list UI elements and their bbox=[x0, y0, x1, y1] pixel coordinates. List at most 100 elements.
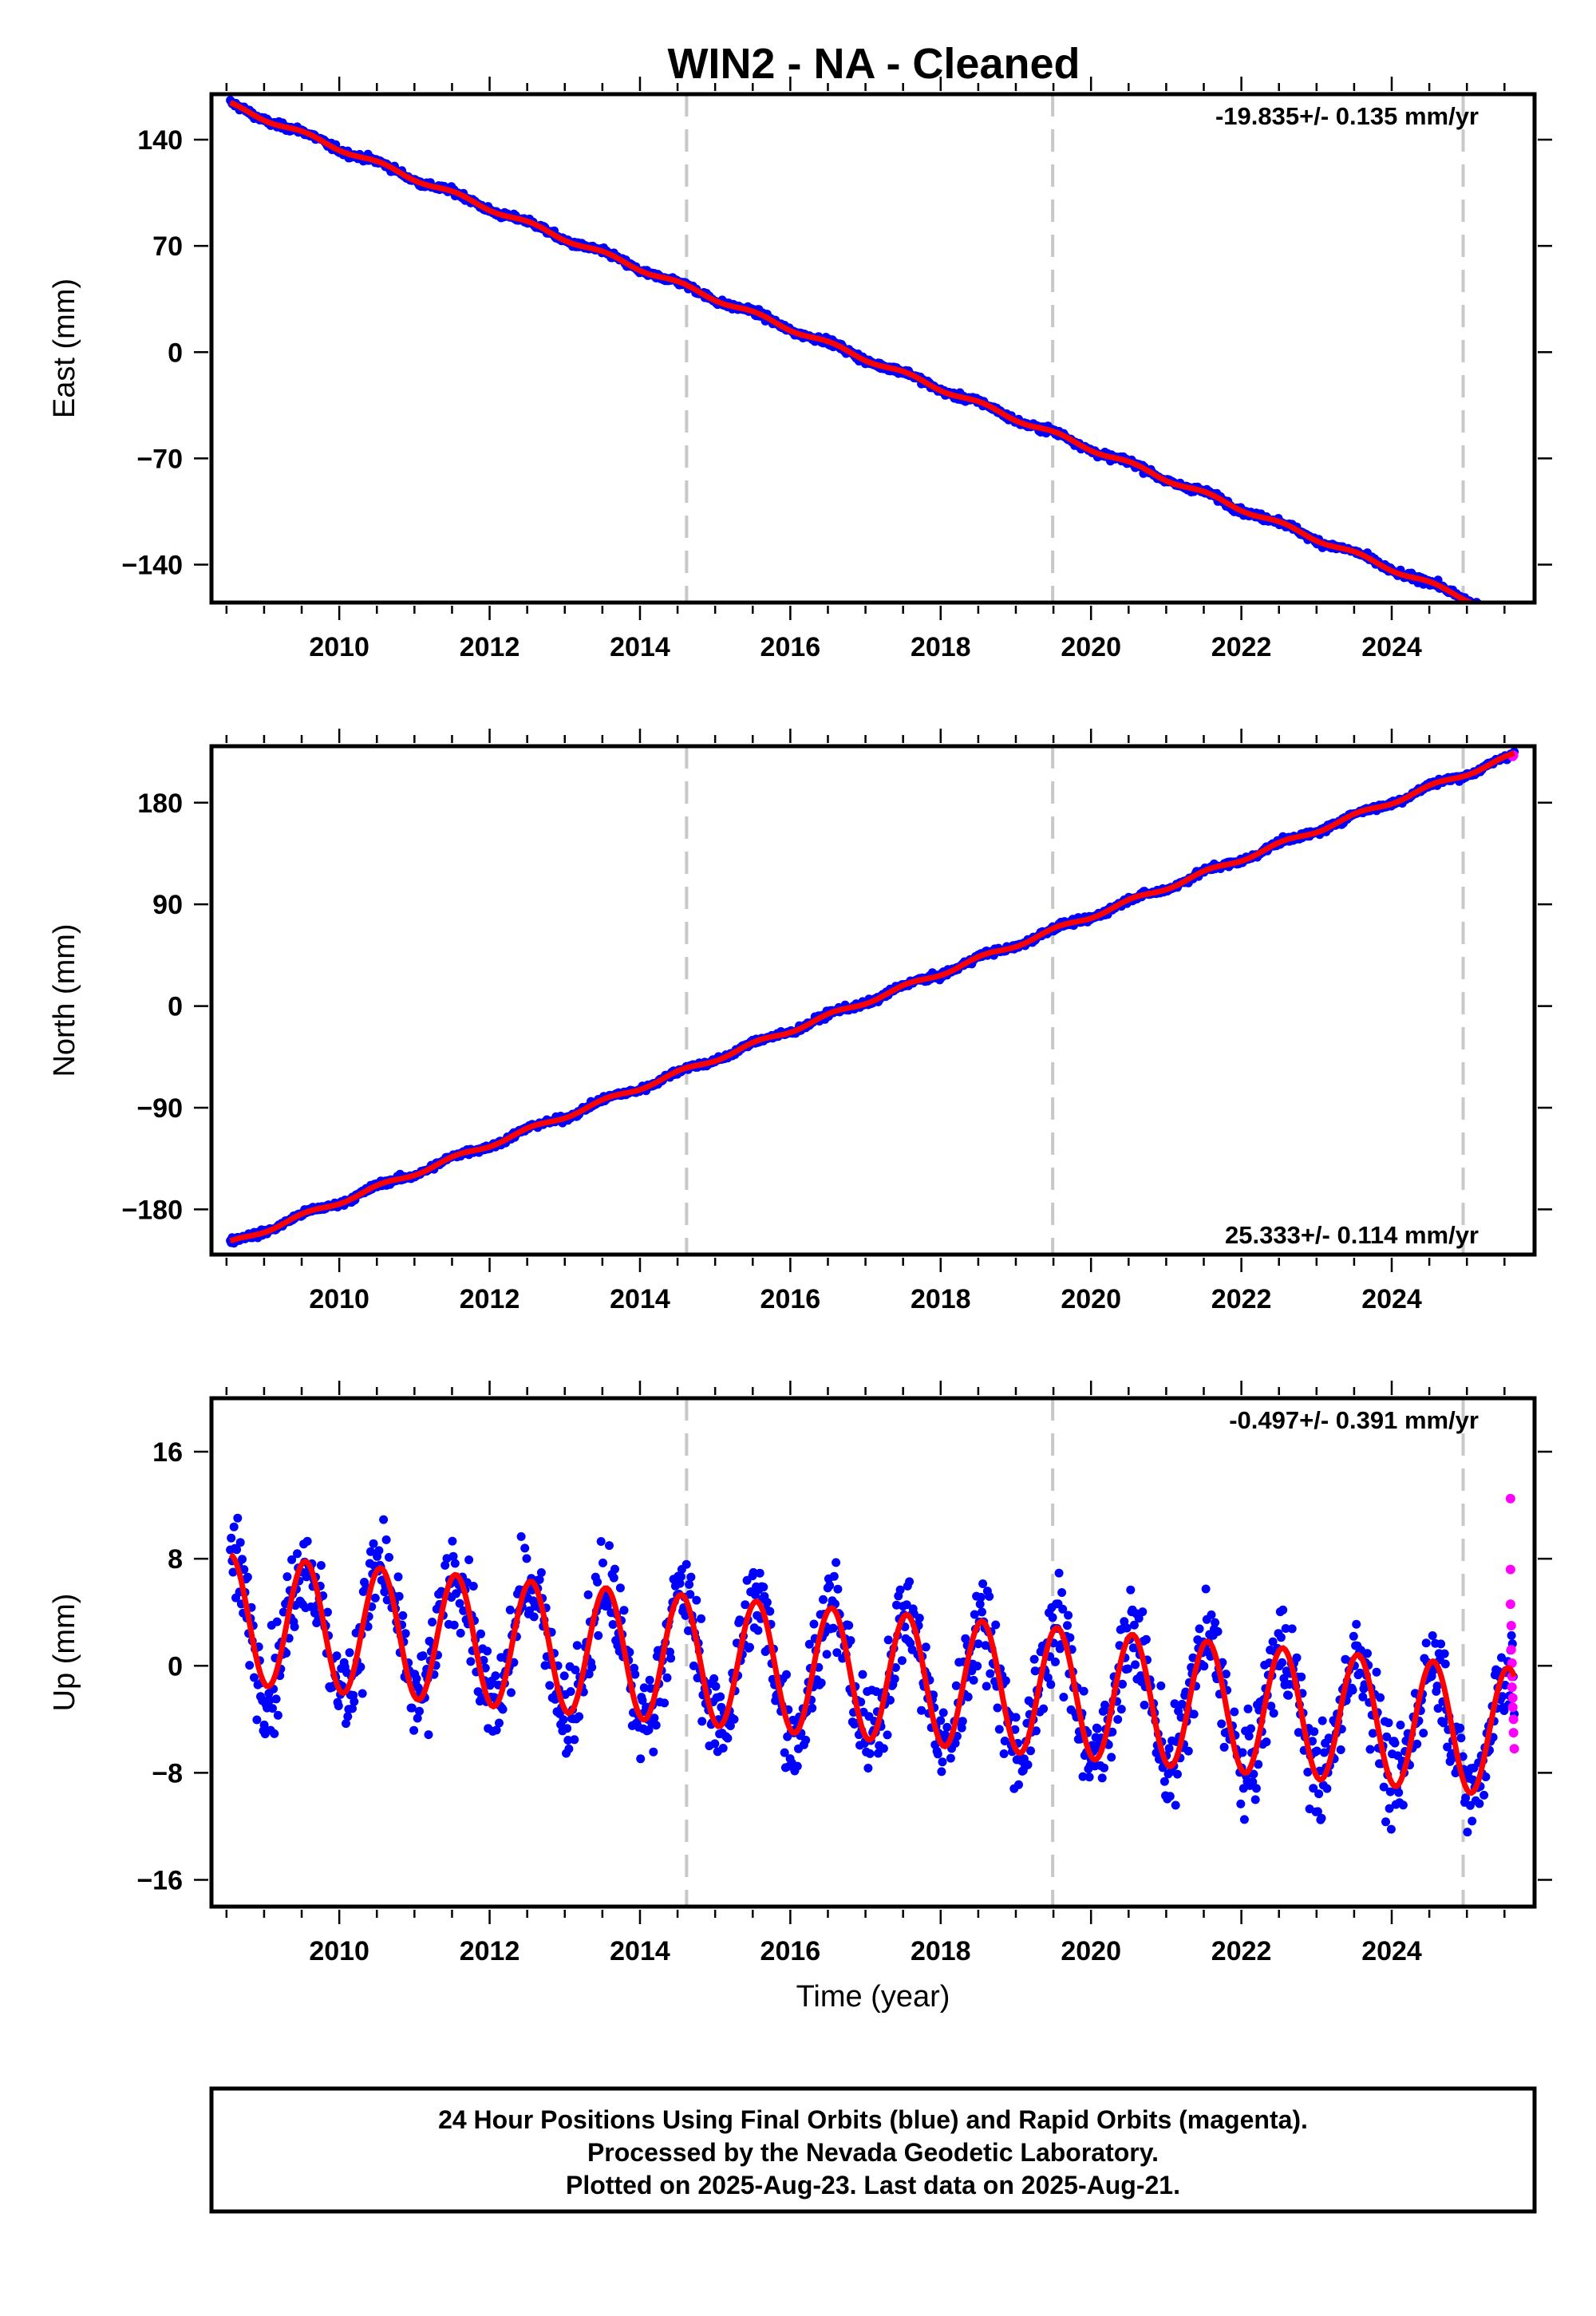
data-point bbox=[455, 1599, 464, 1608]
data-point bbox=[356, 1662, 365, 1672]
x-tick-label: 2016 bbox=[760, 1284, 821, 1314]
data-point bbox=[228, 1567, 238, 1577]
data-point bbox=[1014, 1780, 1023, 1789]
data-point bbox=[993, 1703, 1002, 1713]
data-point bbox=[1492, 606, 1501, 615]
data-point bbox=[1278, 1605, 1288, 1614]
data-point bbox=[483, 1646, 492, 1656]
data-point bbox=[1309, 1784, 1318, 1793]
data-point bbox=[272, 1617, 282, 1626]
data-point bbox=[1079, 1686, 1088, 1696]
data-point bbox=[1322, 1784, 1332, 1793]
data-point bbox=[991, 1620, 1001, 1630]
rapid-point bbox=[1507, 1682, 1517, 1693]
data-point bbox=[879, 1744, 888, 1753]
data-point bbox=[610, 1564, 619, 1574]
y-tick-label: 16 bbox=[152, 1437, 183, 1468]
data-point bbox=[370, 1593, 380, 1603]
plot-frame bbox=[209, 744, 1537, 1257]
rapid-point bbox=[1506, 1645, 1516, 1655]
data-point bbox=[1092, 1724, 1102, 1733]
data-point bbox=[986, 1669, 995, 1678]
data-point bbox=[1279, 1674, 1289, 1683]
data-point bbox=[1497, 1653, 1506, 1662]
rapid-point bbox=[1507, 1693, 1518, 1703]
data-point bbox=[1108, 1727, 1117, 1737]
data-point bbox=[1064, 1611, 1073, 1620]
data-point bbox=[942, 1722, 952, 1732]
data-point bbox=[302, 1536, 312, 1546]
data-point bbox=[1368, 1729, 1377, 1738]
data-point bbox=[529, 1612, 539, 1622]
data-point bbox=[1097, 1773, 1107, 1783]
data-point bbox=[982, 1682, 991, 1691]
data-point bbox=[1294, 1728, 1303, 1737]
data-point bbox=[1230, 1707, 1239, 1717]
data-point bbox=[1287, 1624, 1297, 1634]
y-tick-label: −70 bbox=[136, 444, 183, 474]
data-point bbox=[1201, 1584, 1211, 1594]
data-point bbox=[829, 1571, 839, 1581]
data-point bbox=[1129, 1620, 1139, 1630]
x-tick-label: 2022 bbox=[1211, 1284, 1272, 1314]
y-tick-label: 0 bbox=[168, 338, 183, 368]
data-point bbox=[833, 1584, 843, 1594]
data-point bbox=[844, 1621, 854, 1630]
data-point bbox=[615, 1583, 625, 1593]
data-point bbox=[749, 1567, 758, 1577]
data-point bbox=[480, 1663, 490, 1673]
data-point bbox=[1499, 609, 1507, 618]
data-point bbox=[1358, 1692, 1368, 1701]
data-point bbox=[1456, 1723, 1465, 1733]
data-point bbox=[905, 1577, 915, 1587]
x-tick-label: 2012 bbox=[460, 1936, 520, 1966]
data-point bbox=[381, 1535, 391, 1544]
data-point bbox=[1065, 1633, 1075, 1642]
model-line bbox=[229, 750, 1515, 1244]
data-point bbox=[1352, 1619, 1361, 1629]
data-point bbox=[729, 1714, 739, 1724]
data-point bbox=[709, 1674, 719, 1683]
data-point bbox=[1428, 1631, 1437, 1640]
data-point bbox=[1432, 1682, 1442, 1691]
data-point bbox=[259, 1720, 269, 1729]
data-point bbox=[587, 1662, 597, 1672]
data-point bbox=[1048, 1613, 1057, 1622]
data-point bbox=[871, 1687, 881, 1697]
data-point bbox=[1244, 1731, 1254, 1741]
x-tick-label: 2012 bbox=[460, 1284, 520, 1314]
x-tick-label: 2024 bbox=[1361, 1936, 1422, 1966]
data-point bbox=[937, 1767, 946, 1777]
rapid-point bbox=[1506, 1620, 1516, 1630]
data-point bbox=[891, 1663, 900, 1672]
data-point bbox=[563, 1736, 573, 1745]
y-tick-label: −180 bbox=[121, 1195, 183, 1225]
data-point bbox=[973, 1662, 982, 1671]
data-point bbox=[1251, 1784, 1261, 1793]
data-point bbox=[1000, 1737, 1009, 1745]
data-point bbox=[1010, 1725, 1020, 1734]
data-point bbox=[1481, 1773, 1491, 1781]
data-point bbox=[883, 1635, 893, 1645]
data-point bbox=[828, 1623, 838, 1633]
data-point bbox=[271, 1694, 281, 1704]
data-point bbox=[1173, 1769, 1182, 1779]
data-point bbox=[1440, 1659, 1450, 1669]
data-point bbox=[1219, 1742, 1229, 1752]
data-point bbox=[536, 1568, 546, 1577]
plot-frame bbox=[209, 1396, 1537, 1909]
data-point bbox=[1238, 1748, 1247, 1757]
y-tick-label: 8 bbox=[168, 1544, 183, 1575]
y-tick-label: −8 bbox=[152, 1758, 183, 1788]
data-point bbox=[981, 1641, 990, 1650]
data-point bbox=[1386, 1824, 1396, 1834]
data-point bbox=[342, 1719, 350, 1729]
data-point bbox=[1276, 1633, 1286, 1642]
data-point bbox=[822, 1650, 832, 1659]
data-point bbox=[1433, 1704, 1443, 1713]
data-point bbox=[1057, 1588, 1067, 1597]
data-point bbox=[649, 1747, 658, 1757]
data-point bbox=[890, 1674, 899, 1684]
data-point bbox=[495, 1718, 504, 1728]
data-point bbox=[961, 1634, 970, 1643]
